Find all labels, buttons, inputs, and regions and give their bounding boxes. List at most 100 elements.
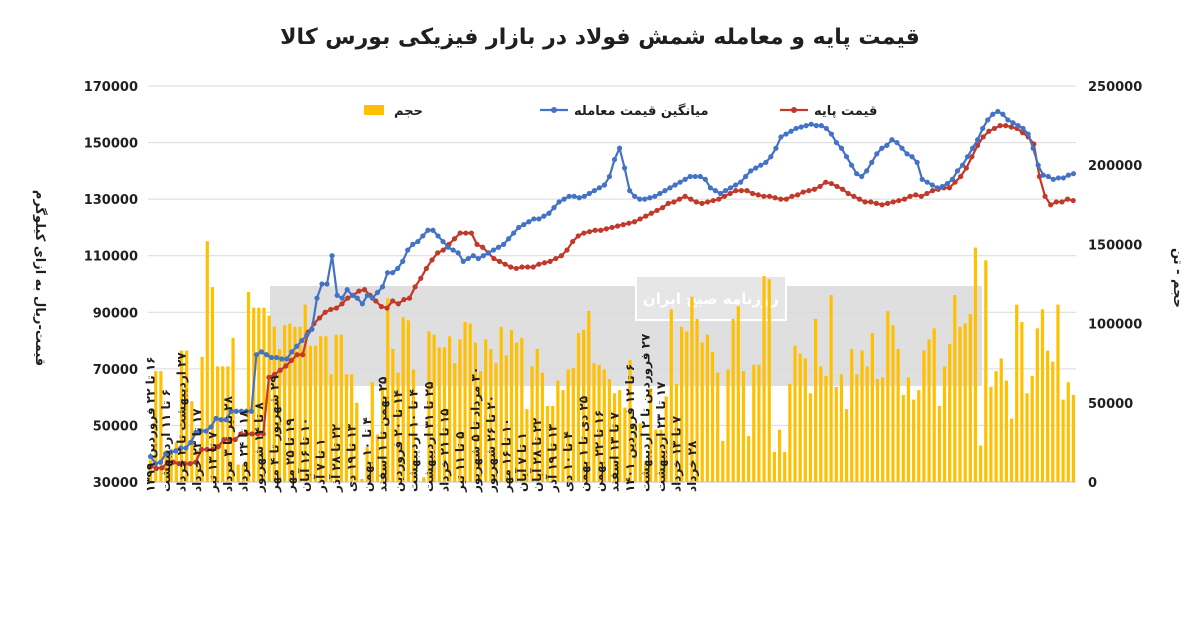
volume-bar (298, 326, 302, 482)
volume-bar (164, 450, 168, 482)
avg-price-point (258, 349, 265, 355)
base-price-point (896, 197, 902, 204)
volume-bar (319, 336, 323, 482)
base-price-point (783, 196, 789, 202)
base-price-point (238, 431, 244, 437)
volume-bar (762, 276, 766, 482)
base-price-point (581, 230, 587, 236)
volume-bar (185, 350, 189, 482)
avg-price-point (228, 408, 234, 414)
avg-price-point (485, 250, 492, 256)
base-price-point (300, 352, 306, 358)
avg-price-point (526, 219, 532, 225)
x-tick-label: ۱۶ تا ۲۲ بهمن (592, 410, 606, 492)
avg-price-point (692, 173, 698, 180)
base-price-point (744, 188, 750, 194)
base-price-point (643, 213, 649, 219)
base-price-point (795, 192, 801, 198)
avg-price-point (869, 159, 875, 165)
avg-price-point (803, 123, 809, 129)
volume-bar (1009, 418, 1014, 482)
base-price-point (232, 436, 238, 443)
avg-price-point (465, 255, 471, 262)
avg-price-point (667, 185, 673, 191)
volume-bar (649, 388, 653, 482)
avg-price-point (511, 230, 517, 236)
avg-price-point (536, 216, 542, 222)
volume-bar (860, 350, 864, 482)
volume-bar (551, 405, 555, 482)
y-tick-right-label: 0 (1088, 476, 1097, 491)
avg-price-point (672, 182, 678, 188)
volume-bar (1035, 328, 1039, 482)
base-price-point (198, 446, 205, 453)
volume-bar (886, 310, 890, 482)
avg-price-point (253, 352, 260, 358)
avg-price-point (894, 139, 900, 146)
avg-price-point (198, 428, 204, 434)
avg-price-point (410, 241, 416, 247)
volume-bar (556, 380, 560, 482)
volume-bar (870, 333, 874, 482)
avg-price-point (1020, 125, 1026, 132)
avg-price-point (627, 188, 633, 194)
base-price-point (480, 244, 486, 250)
avg-price-point (284, 356, 290, 362)
x-tick-label: ۴ تا ۱۰ بهمن (360, 417, 374, 492)
avg-price-point (864, 168, 870, 174)
avg-price-point (374, 289, 381, 296)
x-tick-label: ۲۰ تا ۲۶ شهریور (484, 395, 499, 493)
volume-bar (705, 334, 709, 482)
volume-bar (917, 390, 921, 482)
base-price-point (558, 253, 564, 259)
avg-price-point (1025, 131, 1031, 137)
avg-price-point (339, 295, 345, 301)
avg-price-point (1030, 145, 1036, 151)
avg-price-point (1065, 172, 1072, 178)
legend-swatch-point (551, 107, 557, 113)
base-price-point (907, 193, 913, 199)
base-price-point (266, 374, 272, 380)
volume-bar (380, 386, 385, 482)
avg-price-point (808, 121, 814, 127)
base-price-point (761, 193, 767, 199)
volume-bar (509, 329, 514, 482)
x-tick-label: ۲۸ خرداد (685, 440, 699, 492)
volume-bar (432, 334, 436, 482)
avg-price-point (173, 448, 179, 454)
base-price-point (345, 295, 351, 301)
volume-bar (855, 374, 859, 482)
volume-bar (906, 377, 911, 482)
base-price-point (738, 188, 744, 194)
base-price-point (980, 134, 986, 140)
base-price-point (727, 190, 733, 197)
avg-price-point (879, 145, 885, 151)
base-price-point (412, 284, 418, 290)
volume-bar (942, 366, 947, 482)
volume-bar (205, 241, 209, 482)
volume-bar (401, 317, 405, 482)
base-price-point (1019, 130, 1026, 136)
y-axis-left: 170000 150000 130000 110000 90000 70000 50000 3… (84, 80, 138, 491)
volume-bar (602, 369, 606, 482)
base-price-point (755, 192, 761, 198)
volume-bar (793, 345, 797, 482)
base-price-point (598, 227, 604, 233)
avg-price-point (349, 292, 355, 298)
x-tick-label: ۷ تا ۱۳ خرداد (669, 415, 683, 492)
base-price-point (705, 199, 711, 205)
legend-swatch (364, 105, 384, 115)
avg-price-point (889, 137, 895, 143)
volume-bar (571, 367, 575, 482)
base-price-point (356, 288, 362, 294)
volume-bar (994, 371, 998, 482)
base-price-point (615, 223, 621, 229)
volume-bar (999, 358, 1003, 482)
volume-bar (293, 326, 297, 482)
volume-bar (582, 329, 586, 482)
avg-price-point (213, 415, 219, 421)
volume-bar (633, 423, 637, 482)
volume-bar (257, 307, 261, 482)
